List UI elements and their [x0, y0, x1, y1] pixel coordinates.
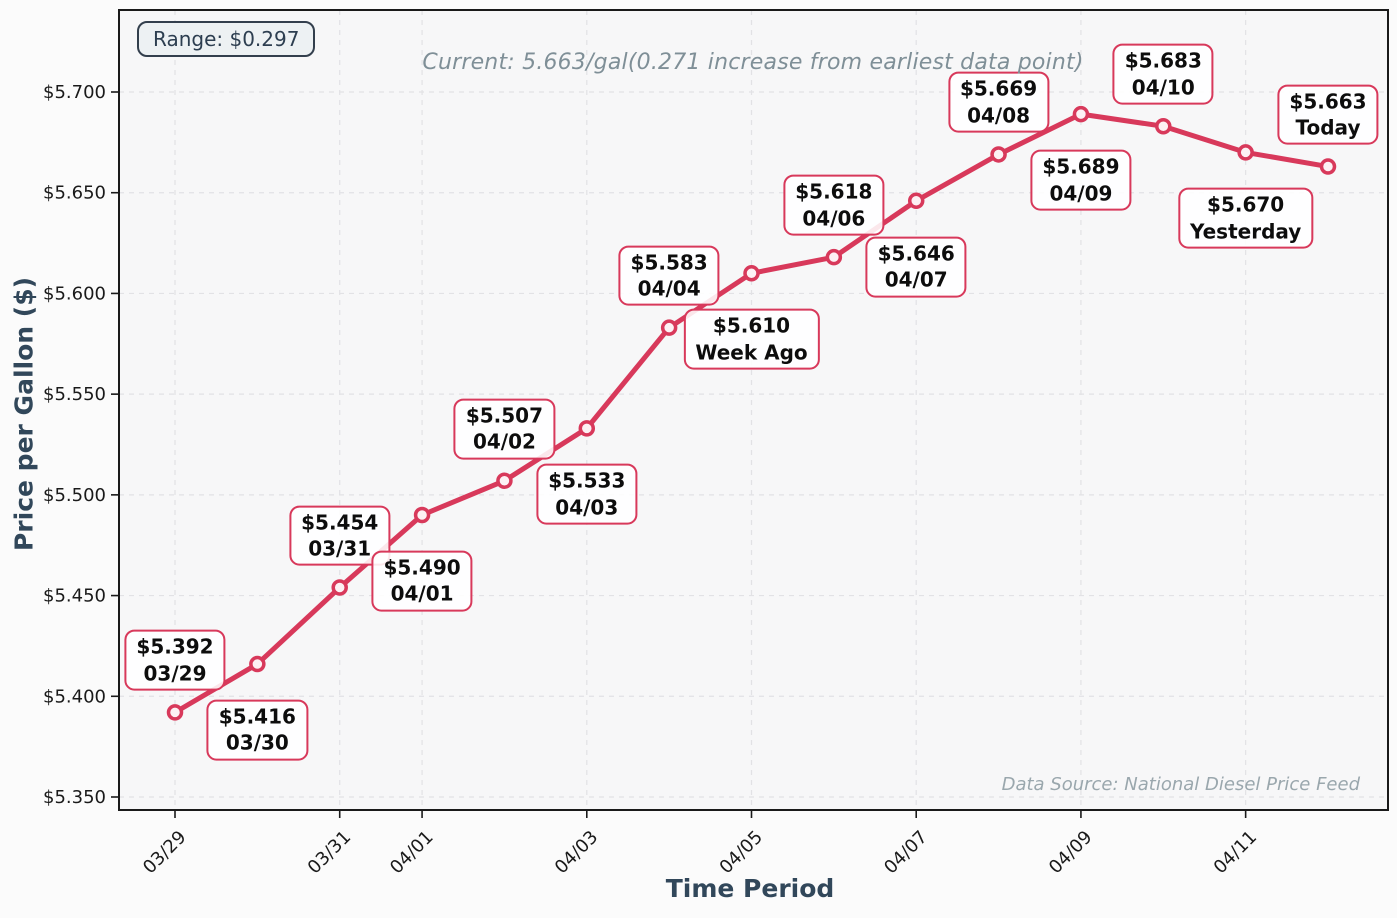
- point-annotation: $5.610 Week Ago: [683, 308, 820, 370]
- x-tick-label: 04/11: [1210, 827, 1262, 879]
- point-annotation: $5.646 04/07: [865, 236, 967, 298]
- point-annotation: $5.670 Yesterday: [1177, 188, 1314, 249]
- plot-area: [119, 10, 1388, 810]
- y-tick-label: $5.500: [43, 485, 106, 506]
- annotation-date: 04/06: [802, 206, 866, 231]
- annotation-price: $5.583: [630, 250, 708, 275]
- annotation-date: 04/03: [555, 495, 619, 520]
- data-point-marker: [1319, 158, 1337, 175]
- point-annotation: $5.583 04/04: [618, 245, 720, 307]
- annotation-date: 04/07: [884, 267, 948, 292]
- y-tick-label: $5.550: [43, 384, 106, 405]
- data-point-marker: [578, 420, 596, 437]
- y-tick-label: $5.400: [43, 686, 106, 707]
- annotation-price: $5.663: [1289, 89, 1367, 114]
- data-point-marker: [249, 655, 266, 673]
- annotation-price: $5.533: [548, 468, 626, 493]
- annotation-date: Week Ago: [695, 340, 808, 365]
- point-annotation: $5.669 04/08: [947, 72, 1050, 133]
- data-point-marker: [1072, 105, 1090, 123]
- annotation-price: $5.507: [465, 403, 544, 428]
- annotation-price: $5.689: [1042, 154, 1120, 179]
- annotation-date: 04/09: [1049, 181, 1113, 206]
- annotation-date: 04/02: [472, 429, 536, 454]
- annotation-date: 03/29: [143, 661, 207, 686]
- point-annotation: $5.683 04/10: [1112, 43, 1214, 105]
- annotation-date: Yesterday: [1189, 219, 1302, 244]
- x-tick-label: 04/01: [386, 827, 438, 879]
- point-annotation: $5.533 04/03: [536, 463, 638, 525]
- chart-title: Current: 5.663/gal(0.271 increase from e…: [422, 50, 1084, 75]
- range-badge: Range: $0.297: [137, 21, 316, 57]
- data-point-marker: [1237, 144, 1254, 161]
- data-source-note: Data Source: National Diesel Price Feed: [1001, 774, 1360, 795]
- point-annotation: $5.490 04/01: [371, 550, 473, 612]
- point-annotation: $5.392 03/29: [124, 630, 226, 691]
- data-point-marker: [825, 248, 843, 266]
- data-point-marker: [496, 472, 513, 490]
- annotation-date: 04/01: [390, 582, 454, 606]
- annotation-price: $5.490: [383, 555, 461, 580]
- data-point-marker: [166, 704, 184, 721]
- data-point-marker: [1155, 117, 1172, 135]
- y-tick-label: $5.650: [43, 183, 106, 204]
- y-tick-label: $5.350: [43, 787, 106, 808]
- annotation-price: $5.392: [136, 635, 214, 659]
- annotation-price: $5.454: [301, 510, 379, 535]
- annotation-date: 03/31: [308, 536, 372, 561]
- annotation-price: $5.646: [877, 241, 955, 266]
- annotation-price: $5.618: [795, 179, 873, 204]
- y-axis-label: Price per Gallon ($): [9, 276, 39, 552]
- x-tick-label: 03/29: [139, 827, 191, 879]
- x-axis-label: Time Period: [665, 874, 835, 903]
- x-tick-label: 04/05: [716, 827, 768, 879]
- data-point-marker: [907, 192, 925, 210]
- y-tick-label: $5.450: [43, 586, 106, 607]
- annotation-date: Today: [1295, 115, 1361, 140]
- point-annotation: $5.507 04/02: [453, 398, 556, 460]
- y-tick-label: $5.700: [43, 82, 106, 103]
- annotation-price: $5.610: [712, 313, 791, 338]
- point-annotation: $5.663 Today: [1277, 84, 1379, 145]
- data-point-marker: [331, 579, 348, 596]
- x-tick-label: 04/07: [880, 827, 932, 879]
- x-tick-label: 03/31: [304, 827, 356, 879]
- annotation-price: $5.669: [959, 77, 1038, 102]
- annotation-date: 04/10: [1131, 75, 1195, 100]
- data-point-marker: [743, 265, 760, 282]
- annotation-date: 04/04: [637, 276, 701, 301]
- annotation-date: 04/08: [967, 103, 1031, 128]
- annotation-price: $5.670: [1207, 193, 1285, 218]
- point-annotation: $5.689 04/09: [1030, 149, 1132, 211]
- point-annotation: $5.416 03/30: [206, 699, 308, 761]
- y-tick-label: $5.600: [43, 283, 106, 304]
- annotation-price: $5.683: [1124, 48, 1202, 73]
- data-point-marker: [413, 506, 431, 524]
- data-point-marker: [660, 319, 678, 336]
- x-tick-label: 04/03: [551, 827, 603, 879]
- axes-frame: [118, 9, 1389, 811]
- annotation-date: 03/30: [225, 731, 289, 756]
- annotation-price: $5.416: [218, 704, 296, 729]
- x-tick-label: 04/09: [1045, 827, 1097, 879]
- point-annotation: $5.618 04/06: [783, 174, 885, 236]
- data-point-marker: [990, 146, 1007, 163]
